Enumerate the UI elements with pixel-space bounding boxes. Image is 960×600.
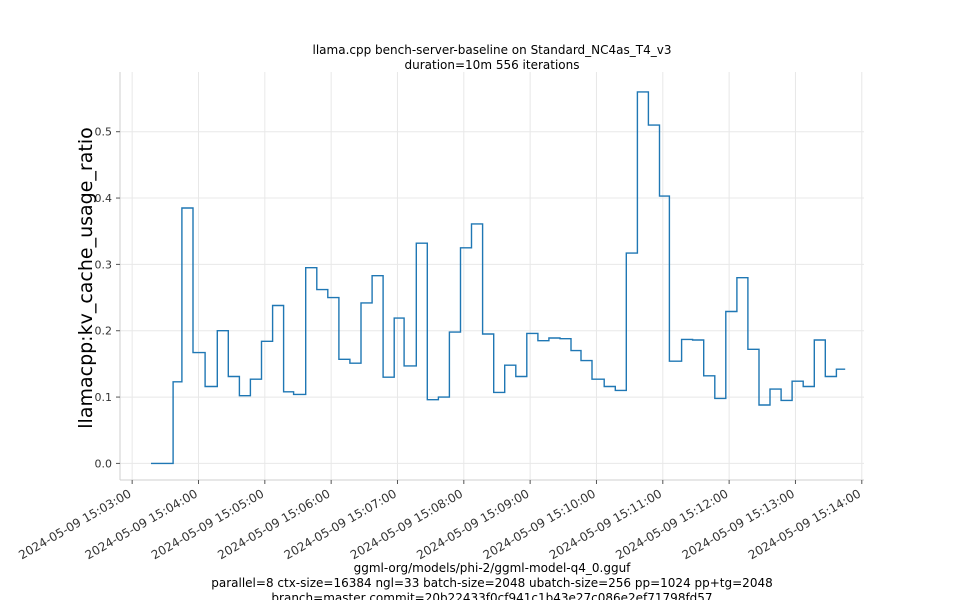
footer-params: parallel=8 ctx-size=16384 ngl=33 batch-s… — [211, 576, 772, 590]
y-tick-label: 0.4 — [95, 192, 113, 205]
x-tick-label: 2024-05-09 15:07:00 — [282, 486, 399, 562]
x-tick-label: 2024-05-09 15:06:00 — [215, 486, 332, 562]
x-tick-label: 2024-05-09 15:14:00 — [746, 486, 863, 562]
gridlines — [120, 72, 864, 480]
y-tick-label: 0.1 — [95, 391, 113, 404]
footer-model: ggml-org/models/phi-2/ggml-model-q4_0.gg… — [354, 561, 632, 575]
x-tick-label: 2024-05-09 15:10:00 — [481, 486, 598, 562]
chart-subtitle: duration=10m 556 iterations — [405, 58, 580, 72]
x-tick-label: 2024-05-09 15:05:00 — [149, 486, 266, 562]
y-tick-label: 0.3 — [95, 258, 113, 271]
x-tick-label: 2024-05-09 15:03:00 — [16, 486, 133, 562]
footer-branch: branch=master commit=20b22433f0cf941c1b4… — [271, 591, 712, 600]
series-line — [151, 91, 846, 465]
x-tick-label: 2024-05-09 15:13:00 — [680, 486, 797, 562]
y-axis-ticks: 0.0 0.1 0.2 0.3 0.4 0.5 — [95, 126, 120, 470]
y-tick-label: 0.5 — [95, 126, 113, 139]
x-tick-label: 2024-05-09 15:12:00 — [613, 486, 730, 562]
x-tick-label: 2024-05-09 15:09:00 — [414, 486, 531, 562]
y-axis-label: llamacpp:kv_cache_usage_ratio — [75, 127, 97, 428]
y-tick-label: 0.2 — [95, 325, 113, 338]
x-tick-label: 2024-05-09 15:11:00 — [547, 486, 664, 562]
chart-title: llama.cpp bench-server-baseline on Stand… — [313, 43, 672, 57]
y-tick-label: 0.0 — [95, 457, 113, 470]
x-tick-label: 2024-05-09 15:04:00 — [83, 486, 200, 562]
x-tick-label: 2024-05-09 15:08:00 — [348, 486, 465, 562]
